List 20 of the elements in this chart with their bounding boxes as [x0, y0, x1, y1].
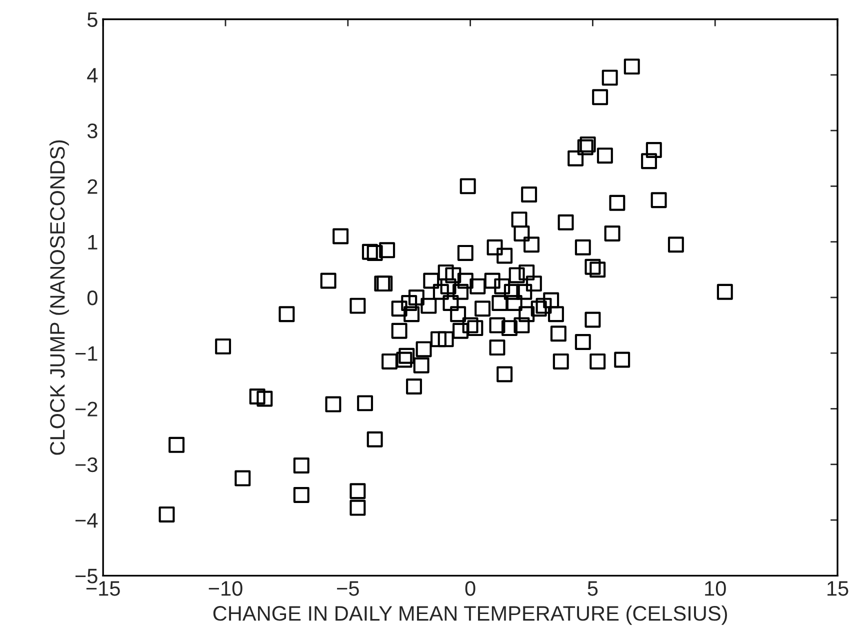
- x-tick-label: −15: [86, 581, 120, 596]
- y-tick-label: −4: [76, 513, 98, 528]
- x-tick-label: 0: [465, 581, 476, 596]
- y-axis-title: CLOCK JUMP (NANOSECONDS): [50, 140, 69, 455]
- x-axis-title: CHANGE IN DAILY MEAN TEMPERATURE (CELSIUS): [213, 606, 727, 625]
- y-tick-label: 5: [87, 12, 98, 28]
- x-tick-label: 5: [588, 581, 598, 596]
- y-tick-label: −2: [76, 402, 98, 416]
- y-tick-label: 0: [87, 290, 98, 306]
- y-tick-label: −5: [76, 568, 98, 584]
- y-tick-label: −1: [76, 346, 98, 361]
- y-tick-label: 4: [87, 68, 98, 82]
- y-tick-label: 2: [88, 179, 98, 194]
- y-tick-label: 3: [87, 124, 98, 138]
- x-tick-label: 10: [705, 581, 726, 596]
- y-tick-label: −3: [76, 457, 98, 472]
- x-tick-label: 15: [828, 581, 848, 596]
- x-tick-label: −5: [337, 581, 359, 596]
- y-tick-label: 1: [88, 235, 98, 250]
- x-tick-label: −10: [208, 581, 242, 596]
